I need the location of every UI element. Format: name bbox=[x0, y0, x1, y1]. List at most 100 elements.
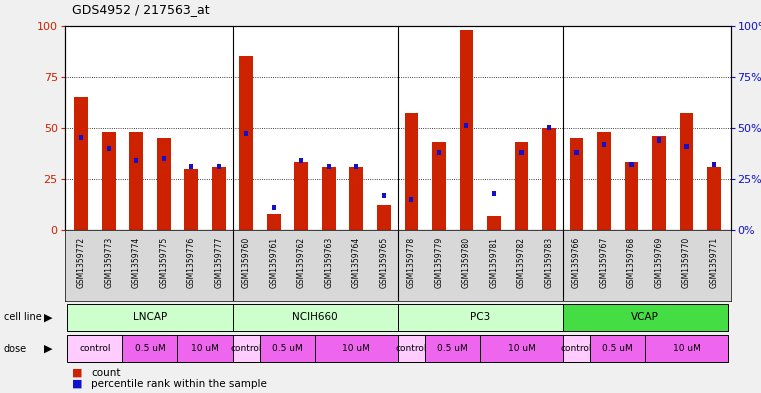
Bar bbox=[562, 304, 728, 331]
Bar bbox=[437, 150, 441, 155]
Bar bbox=[349, 167, 363, 230]
Bar bbox=[75, 97, 88, 230]
Text: GSM1359772: GSM1359772 bbox=[77, 237, 86, 288]
Bar bbox=[625, 162, 638, 230]
Text: GSM1359778: GSM1359778 bbox=[407, 237, 416, 288]
Text: VCAP: VCAP bbox=[632, 312, 659, 322]
Bar bbox=[514, 142, 528, 230]
Text: 0.5 uM: 0.5 uM bbox=[272, 344, 303, 353]
Bar bbox=[107, 145, 111, 151]
Text: GDS4952 / 217563_at: GDS4952 / 217563_at bbox=[72, 3, 210, 16]
Bar bbox=[712, 162, 716, 167]
Text: GSM1359781: GSM1359781 bbox=[489, 237, 498, 288]
Bar bbox=[542, 128, 556, 230]
Bar bbox=[299, 158, 304, 163]
Bar bbox=[68, 304, 233, 331]
Bar bbox=[233, 304, 397, 331]
Text: GSM1359779: GSM1359779 bbox=[435, 237, 444, 288]
Text: 0.5 uM: 0.5 uM bbox=[603, 344, 633, 353]
Text: GSM1359761: GSM1359761 bbox=[269, 237, 279, 288]
Bar bbox=[295, 162, 308, 230]
Bar bbox=[492, 191, 496, 196]
Bar bbox=[355, 164, 358, 169]
Bar bbox=[134, 158, 139, 163]
Bar bbox=[405, 114, 419, 230]
Bar bbox=[244, 131, 248, 136]
Text: GSM1359770: GSM1359770 bbox=[682, 237, 691, 288]
Bar bbox=[377, 206, 390, 230]
Bar bbox=[189, 164, 193, 169]
Text: ■: ■ bbox=[72, 379, 83, 389]
Bar bbox=[129, 132, 143, 230]
Bar bbox=[157, 138, 170, 230]
Text: percentile rank within the sample: percentile rank within the sample bbox=[91, 379, 267, 389]
Text: GSM1359773: GSM1359773 bbox=[104, 237, 113, 288]
Text: cell line: cell line bbox=[4, 312, 42, 322]
Bar bbox=[629, 162, 634, 167]
Bar bbox=[260, 335, 315, 362]
Text: 10 uM: 10 uM bbox=[191, 344, 219, 353]
Bar bbox=[487, 216, 501, 230]
Text: GSM1359769: GSM1359769 bbox=[654, 237, 664, 288]
Text: GSM1359780: GSM1359780 bbox=[462, 237, 471, 288]
Text: ▶: ▶ bbox=[43, 344, 53, 354]
Bar bbox=[591, 335, 645, 362]
Bar bbox=[597, 132, 611, 230]
Bar bbox=[177, 335, 233, 362]
Bar bbox=[652, 136, 666, 230]
Text: control: control bbox=[561, 344, 592, 353]
Bar bbox=[326, 164, 331, 169]
Text: GSM1359768: GSM1359768 bbox=[627, 237, 636, 288]
Text: PC3: PC3 bbox=[470, 312, 490, 322]
Bar bbox=[464, 123, 469, 128]
Bar bbox=[217, 164, 221, 169]
Bar bbox=[68, 335, 123, 362]
Text: GSM1359766: GSM1359766 bbox=[572, 237, 581, 288]
Text: control: control bbox=[79, 344, 110, 353]
Text: GSM1359760: GSM1359760 bbox=[242, 237, 251, 288]
Text: GSM1359763: GSM1359763 bbox=[324, 237, 333, 288]
Text: ■: ■ bbox=[72, 368, 83, 378]
Bar bbox=[657, 138, 661, 143]
Bar bbox=[161, 156, 166, 161]
Bar bbox=[460, 29, 473, 230]
Text: GSM1359771: GSM1359771 bbox=[709, 237, 718, 288]
Text: GSM1359764: GSM1359764 bbox=[352, 237, 361, 288]
Bar bbox=[233, 335, 260, 362]
Bar bbox=[569, 138, 584, 230]
Text: GSM1359767: GSM1359767 bbox=[600, 237, 609, 288]
Text: GSM1359765: GSM1359765 bbox=[380, 237, 388, 288]
Bar bbox=[212, 167, 226, 230]
Bar bbox=[680, 114, 693, 230]
Text: NCIH660: NCIH660 bbox=[292, 312, 338, 322]
Text: GSM1359776: GSM1359776 bbox=[186, 237, 196, 288]
Text: GSM1359783: GSM1359783 bbox=[544, 237, 553, 288]
Text: 10 uM: 10 uM bbox=[673, 344, 700, 353]
Text: LNCAP: LNCAP bbox=[133, 312, 167, 322]
Bar bbox=[315, 335, 397, 362]
Text: ▶: ▶ bbox=[43, 312, 53, 322]
Text: GSM1359775: GSM1359775 bbox=[159, 237, 168, 288]
Text: count: count bbox=[91, 368, 121, 378]
Bar bbox=[645, 335, 728, 362]
Bar bbox=[272, 205, 276, 210]
Bar bbox=[602, 141, 606, 147]
Bar bbox=[409, 196, 413, 202]
Bar bbox=[397, 335, 425, 362]
Text: 10 uM: 10 uM bbox=[508, 344, 536, 353]
Bar bbox=[102, 132, 116, 230]
Bar bbox=[547, 125, 551, 130]
Text: GSM1359774: GSM1359774 bbox=[132, 237, 141, 288]
Bar bbox=[684, 143, 689, 149]
Text: 0.5 uM: 0.5 uM bbox=[135, 344, 165, 353]
Bar bbox=[184, 169, 198, 230]
Bar bbox=[562, 335, 591, 362]
Bar bbox=[79, 135, 83, 140]
Text: control: control bbox=[396, 344, 427, 353]
Bar bbox=[397, 304, 562, 331]
Text: 0.5 uM: 0.5 uM bbox=[438, 344, 468, 353]
Bar bbox=[425, 335, 480, 362]
Bar bbox=[432, 142, 446, 230]
Bar bbox=[382, 193, 386, 198]
Text: dose: dose bbox=[4, 344, 27, 354]
